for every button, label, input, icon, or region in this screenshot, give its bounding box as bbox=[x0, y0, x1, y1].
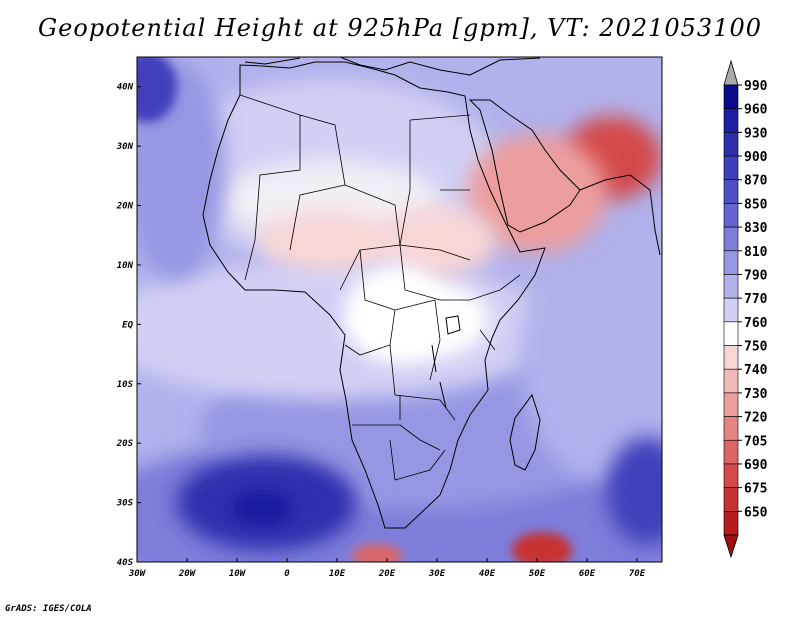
x-tick-label: 50E bbox=[529, 569, 546, 579]
y-tick-label: 10N bbox=[117, 261, 134, 271]
country-borders bbox=[239, 94, 521, 481]
colorbar-swatch bbox=[723, 439, 739, 465]
colorbar-label: 900 bbox=[744, 150, 768, 165]
colorbar-over-triangle bbox=[723, 59, 739, 86]
colorbar-swatch bbox=[723, 108, 739, 133]
y-axis-ticks: 40N 30N 20N 10N EQ 10S 20S 30S 40S bbox=[116, 83, 141, 568]
colorbar-label: 790 bbox=[744, 268, 768, 283]
y-tick-label: 40S bbox=[117, 558, 134, 568]
y-tick-label: 10S bbox=[117, 380, 134, 390]
colorbar-label: 850 bbox=[744, 197, 768, 212]
field-heat-low-arabia bbox=[467, 134, 607, 254]
colorbar-swatch bbox=[723, 274, 739, 299]
colorbar-swatch bbox=[723, 84, 739, 109]
lakes bbox=[431, 315, 461, 409]
colorbar-label: 760 bbox=[744, 316, 768, 331]
field-heat-low-sahel bbox=[257, 211, 397, 271]
colorbar-label: 990 bbox=[744, 79, 768, 94]
asia-coastline bbox=[579, 174, 661, 256]
arabia-coastline bbox=[468, 99, 581, 233]
colorbar: 990 960 930 900 870 850 830 810 790 770 760 750 740 7… bbox=[723, 59, 768, 559]
colorbar-label: 650 bbox=[744, 505, 768, 520]
field-central-africa-ridge bbox=[347, 264, 447, 360]
field-cutoff-low-cape bbox=[352, 544, 402, 562]
x-tick-label: 10E bbox=[329, 569, 346, 579]
colorbar-label: 960 bbox=[744, 103, 768, 118]
x-axis-ticks: 30W 20W 10W 0 10E 20E 30E 40E 50E 60E 70E bbox=[128, 558, 646, 579]
x-tick-label: 30E bbox=[428, 569, 446, 579]
map-title: Geopotential Height at 925hPa [gpm], VT:… bbox=[38, 14, 762, 42]
plot-area bbox=[137, 57, 662, 562]
colorbar-label: 690 bbox=[744, 458, 768, 473]
grads-credit: GrADS: IGES/COLA bbox=[5, 604, 92, 614]
colorbar-label: 675 bbox=[744, 482, 767, 497]
colorbar-swatch bbox=[723, 297, 739, 323]
x-tick-label: 0 bbox=[284, 569, 290, 579]
y-tick-label: 30S bbox=[116, 499, 134, 509]
colorbar-swatch bbox=[723, 463, 739, 488]
colorbar-label: 930 bbox=[744, 126, 768, 141]
field-layer bbox=[137, 57, 662, 562]
colorbar-swatch bbox=[723, 321, 739, 346]
x-tick-label: 70E bbox=[629, 569, 646, 579]
band-equatorial bbox=[137, 260, 560, 400]
x-tick-label: 30W bbox=[128, 569, 147, 579]
colorbar-swatch bbox=[723, 368, 739, 394]
colorbar-label: 870 bbox=[744, 174, 768, 189]
band-east-indian bbox=[520, 240, 662, 480]
y-tick-label: 30N bbox=[116, 142, 134, 152]
x-tick-label: 40E bbox=[479, 569, 496, 579]
y-tick-label: 20N bbox=[116, 202, 134, 212]
colorbar-swatch bbox=[723, 250, 739, 275]
africa-coastline bbox=[202, 61, 546, 529]
madagascar-coastline bbox=[509, 393, 541, 471]
colorbar-swatch bbox=[723, 487, 739, 512]
field-cutoff-low-madagascar bbox=[512, 532, 572, 562]
y-tick-label: 20S bbox=[116, 439, 134, 449]
colorbar-label: 750 bbox=[744, 340, 768, 355]
plot-frame bbox=[136, 56, 663, 563]
colorbar-swatch bbox=[723, 132, 739, 157]
colorbar-label: 740 bbox=[744, 363, 768, 378]
x-tick-label: 10W bbox=[229, 569, 247, 579]
colorbar-swatch bbox=[723, 226, 739, 252]
colorbar-swatch bbox=[723, 345, 739, 370]
colorbar-swatch bbox=[723, 179, 739, 204]
x-tick-label: 20W bbox=[178, 569, 197, 579]
field-south-atlantic-high-core bbox=[232, 490, 292, 527]
colorbar-swatch bbox=[723, 511, 739, 536]
colorbar-swatch bbox=[723, 392, 739, 417]
colorbar-label: 730 bbox=[744, 387, 768, 402]
colorbar-label: 720 bbox=[744, 411, 768, 426]
field-azores-ridge bbox=[137, 57, 177, 123]
field-indian-ocean-high bbox=[607, 437, 662, 545]
colorbar-label: 810 bbox=[744, 245, 768, 260]
y-tick-label: 40N bbox=[117, 83, 134, 93]
colorbar-label: 770 bbox=[744, 292, 768, 307]
colorbar-swatch bbox=[723, 155, 739, 181]
colorbar-label: 705 bbox=[744, 434, 767, 449]
colorbar-label: 830 bbox=[744, 221, 768, 236]
colorbar-swatch bbox=[723, 416, 739, 441]
y-tick-label: EQ bbox=[122, 320, 133, 330]
colorbar-under-triangle bbox=[723, 534, 739, 559]
x-tick-label: 20E bbox=[378, 569, 396, 579]
europe-coastline bbox=[244, 57, 541, 76]
x-tick-label: 60E bbox=[579, 569, 596, 579]
colorbar-swatch bbox=[723, 203, 739, 228]
coastlines bbox=[202, 57, 661, 529]
band-sahara-white bbox=[220, 160, 440, 240]
